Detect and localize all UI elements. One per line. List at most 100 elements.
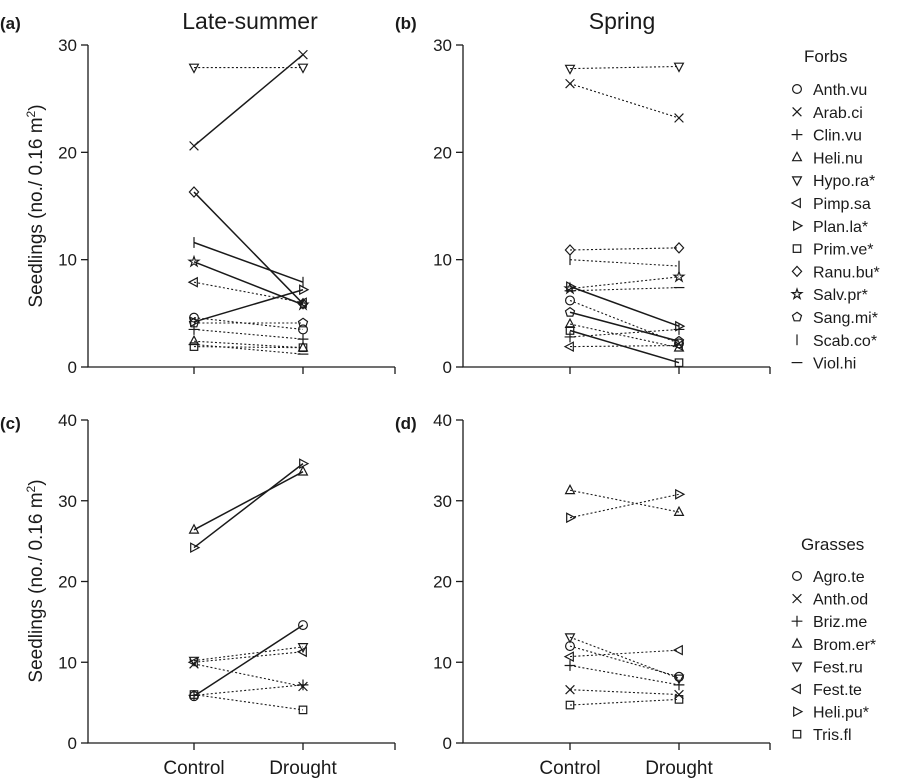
legend-marker-briz-me bbox=[791, 615, 803, 627]
series-line-heli-nu bbox=[193, 340, 304, 349]
plot-layer: 0 10 20 30 0 10 20 30 0 10 20 30 40 0 10 20 30 40 bbox=[58, 36, 771, 753]
legend-forbs: Anth.vu Arab.ci Clin.vu Heli.nu Hypo.ra* Pimp… bbox=[790, 82, 880, 373]
legend-label-sang-mi: Sang.mi* bbox=[813, 310, 878, 327]
point-hypo-ra-control bbox=[564, 64, 576, 75]
point-pimp-sa-drought bbox=[672, 340, 683, 351]
legend-marker-prim-ve bbox=[792, 244, 802, 253]
y-axis-label-sup: 2 bbox=[24, 485, 38, 492]
point-fest-te-control bbox=[187, 656, 198, 668]
legend-label-anth-od: Anth.od bbox=[813, 592, 868, 609]
point-prim-ve-drought bbox=[298, 343, 308, 353]
legend-label-heli-pu: Heli.pu* bbox=[813, 705, 869, 722]
y-axis-label-prefix: Seedlings (no./ 0.16 m bbox=[26, 117, 47, 307]
point-hypo-ra-drought bbox=[673, 62, 685, 73]
legend-label-heli-nu: Heli.nu bbox=[813, 150, 863, 167]
legend-label-ranu-bu: Ranu.bu* bbox=[813, 264, 880, 281]
point-prim-ve-control bbox=[565, 326, 575, 335]
y-axis-label-sup: 2 bbox=[24, 110, 38, 117]
series-line-prim-ve bbox=[193, 346, 304, 349]
y-tick-label: 30 bbox=[58, 492, 77, 511]
panel-b-axes bbox=[462, 45, 770, 368]
series-line-hypo-ra bbox=[569, 65, 680, 70]
point-heli-pu-drought bbox=[299, 458, 310, 469]
y-axis-label-suffix: ) bbox=[26, 104, 47, 110]
panel-a-title: Late-summer bbox=[182, 8, 318, 34]
series-line-fest-ru bbox=[193, 646, 304, 662]
series-line-clin-vu bbox=[193, 328, 304, 340]
series-line-plan-la bbox=[569, 285, 680, 327]
y-tick-label: 20 bbox=[58, 573, 77, 592]
panel-a-axes bbox=[87, 45, 395, 368]
series-line-scab-co bbox=[569, 259, 680, 267]
legend-marker-heli-nu bbox=[791, 151, 803, 162]
series-line-ranu-bu bbox=[569, 247, 680, 251]
point-salv-pr-control bbox=[187, 254, 201, 268]
series-line-pimp-sa bbox=[569, 344, 680, 348]
point-ranu-bu-drought bbox=[297, 297, 309, 310]
point-fest-te-drought bbox=[296, 646, 307, 658]
y-tick-label: 0 bbox=[443, 734, 452, 753]
panel-b-title: Spring bbox=[589, 8, 655, 34]
point-plan-la-drought bbox=[299, 284, 310, 296]
series-line-salv-pr bbox=[193, 261, 304, 306]
x-category-label-control-right: Control bbox=[539, 758, 600, 779]
point-anth-od-drought bbox=[674, 689, 684, 700]
y-axis-label-bottom: Seedlings (no./ 0.16 m2) bbox=[24, 479, 47, 682]
y-tick-label: 30 bbox=[433, 492, 452, 511]
point-brom-er-control bbox=[188, 523, 200, 534]
point-hypo-ra-control bbox=[188, 63, 200, 74]
legend-marker-plan-la bbox=[793, 220, 804, 232]
y-tick-label: 40 bbox=[58, 411, 77, 430]
point-brom-er-drought bbox=[297, 465, 309, 476]
y-tick-label: 20 bbox=[433, 143, 452, 162]
point-tris-fl-drought bbox=[298, 705, 308, 715]
series-line-salv-pr bbox=[569, 276, 680, 290]
point-arab-ci-control bbox=[189, 141, 199, 151]
y-tick-label: 0 bbox=[68, 734, 77, 753]
legend-marker-anth-vu bbox=[791, 83, 802, 94]
y-tick-label: 30 bbox=[58, 36, 77, 55]
legend-grasses-title: Grasses bbox=[801, 535, 864, 554]
y-axis-label-top: Seedlings (no./ 0.16 m2) bbox=[24, 104, 47, 307]
point-prim-ve-drought bbox=[674, 358, 684, 368]
point-briz-me-drought bbox=[297, 679, 309, 691]
legend-label-plan-la: Plan.la* bbox=[813, 219, 868, 236]
y-tick-label: 10 bbox=[58, 653, 77, 672]
series-line-viol-hi bbox=[569, 287, 680, 292]
legend-marker-hypo-ra bbox=[791, 176, 803, 187]
legend-label-agro-te: Agro.te bbox=[813, 569, 865, 586]
series-line-anth-od bbox=[569, 689, 680, 696]
point-clin-vu-control bbox=[188, 324, 200, 335]
y-tick-label: 20 bbox=[433, 573, 452, 592]
y-tick-label: 40 bbox=[433, 411, 452, 430]
x-category-label-control-left: Control bbox=[163, 758, 224, 779]
legend-label-scab-co: Scab.co* bbox=[813, 333, 877, 350]
legend-marker-salv-pr bbox=[790, 287, 804, 300]
point-arab-ci-drought bbox=[298, 49, 308, 60]
legend-marker-ranu-bu bbox=[791, 265, 803, 278]
legend-marker-anth-od bbox=[792, 593, 802, 604]
legend-label-salv-pr: Salv.pr* bbox=[813, 287, 868, 304]
y-tick-label: 10 bbox=[433, 251, 452, 270]
point-plan-la-control bbox=[190, 316, 201, 328]
point-briz-me-drought bbox=[673, 679, 685, 691]
point-fest-ru-drought bbox=[673, 674, 685, 685]
panel-d-axes bbox=[462, 420, 770, 744]
y-axis-label-prefix: Seedlings (no./ 0.16 m bbox=[26, 492, 47, 682]
point-fest-ru-control bbox=[564, 633, 576, 644]
series-line-sang-mi bbox=[569, 311, 680, 342]
legend-label-viol-hi: Viol.hi bbox=[813, 356, 856, 373]
series-line-fest-ru bbox=[569, 636, 680, 679]
series-line-briz-me bbox=[193, 684, 304, 696]
point-sang-mi-drought bbox=[297, 317, 309, 328]
point-fest-te-drought bbox=[672, 644, 683, 656]
point-fest-te-control bbox=[563, 651, 574, 662]
point-anth-vu-control bbox=[189, 312, 200, 323]
point-salv-pr-drought bbox=[672, 269, 686, 283]
series-line-arab-ci bbox=[193, 54, 304, 147]
legend-label-clin-vu: Clin.vu bbox=[813, 128, 862, 145]
series-line-heli-nu bbox=[569, 323, 680, 349]
point-sang-mi-drought bbox=[673, 335, 685, 346]
series-line-heli-pu bbox=[569, 493, 680, 519]
